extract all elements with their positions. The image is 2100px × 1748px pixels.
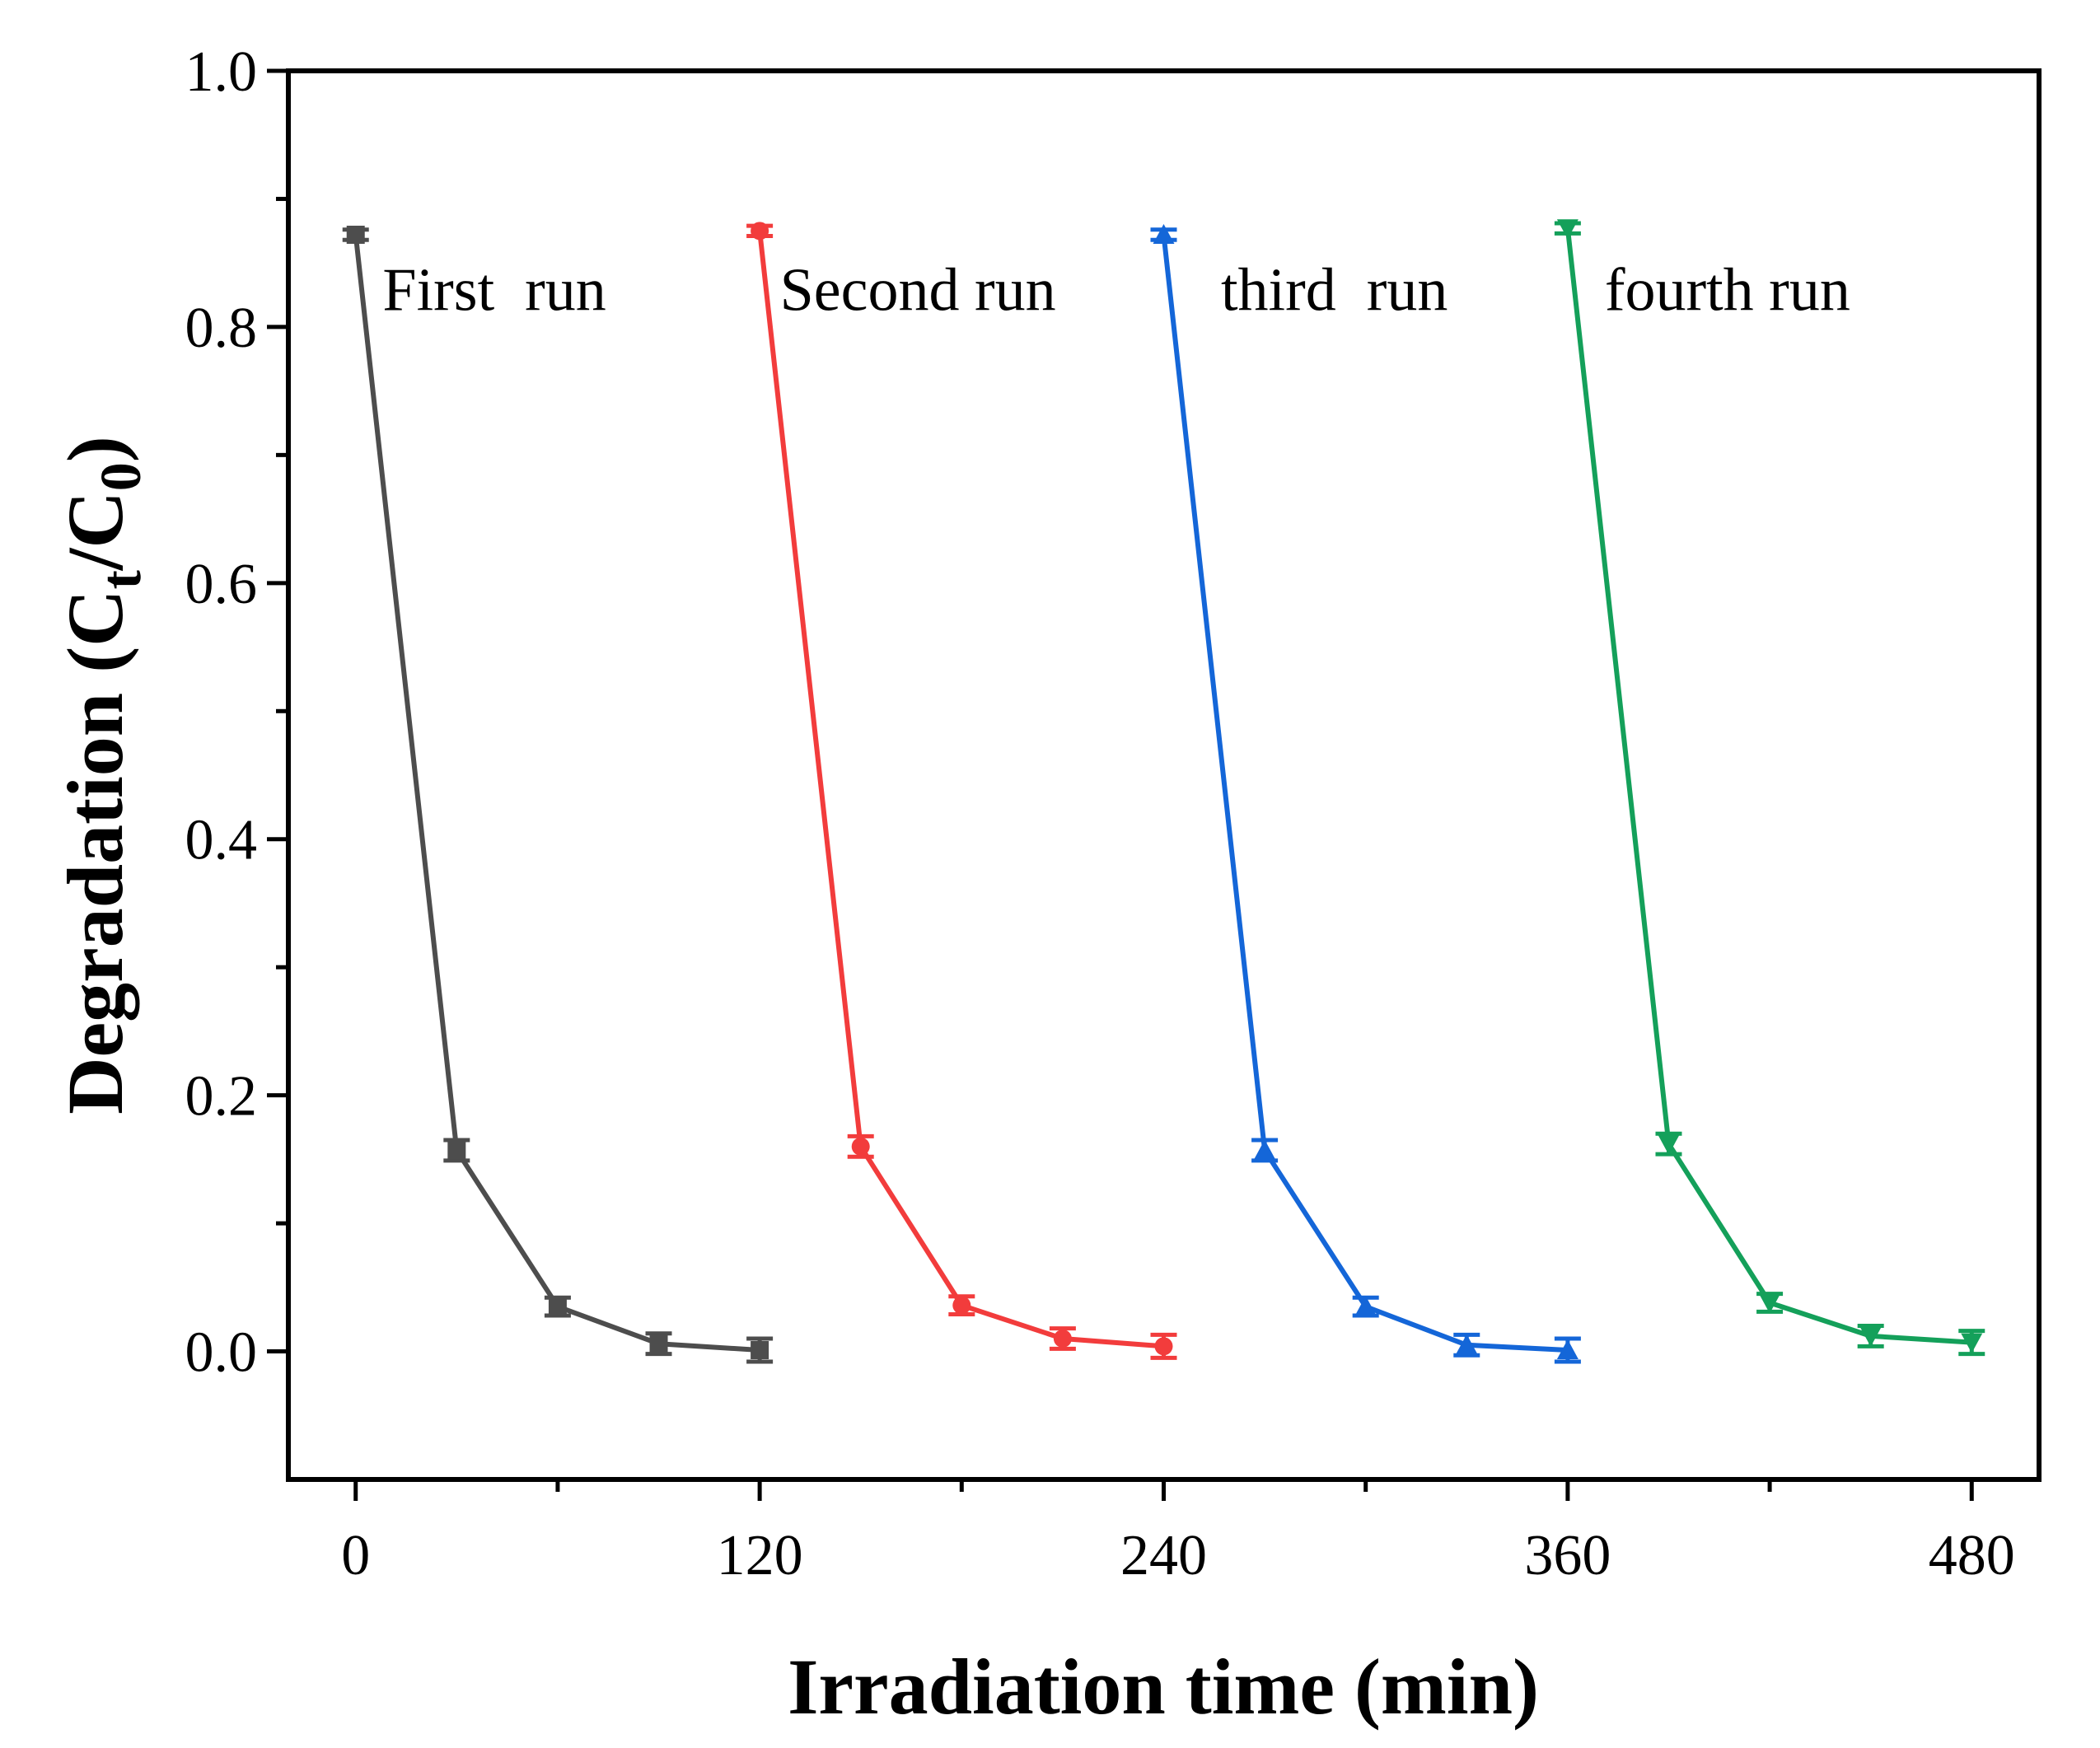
data-point — [751, 1340, 769, 1359]
y-axis-ticks: 0.0 0.2 0.4 0.6 0.8 1.0 — [185, 40, 288, 1385]
y-axis-title: Degradation (Ct/C0) — [51, 436, 153, 1115]
data-point — [1556, 1339, 1579, 1359]
y-tick-label: 0.8 — [185, 297, 258, 360]
data-point — [1759, 1293, 1781, 1314]
y-tick-label: 0.6 — [185, 553, 258, 616]
data-point — [1658, 1134, 1680, 1155]
series-run-2 — [746, 222, 1177, 1360]
data-point — [851, 1137, 870, 1156]
y-tick-label: 0.0 — [185, 1321, 258, 1385]
x-tick-label: 480 — [1929, 1524, 2015, 1587]
x-tick-label: 120 — [717, 1524, 803, 1587]
data-point — [1053, 1330, 1072, 1348]
y-tick-label: 0.2 — [185, 1065, 258, 1129]
data-point — [346, 225, 365, 244]
data-point — [1153, 223, 1175, 244]
data-point — [1354, 1296, 1377, 1316]
run-label-3: third run — [1221, 256, 1448, 324]
run-label-1: First run — [382, 256, 606, 324]
y-tick-label: 1.0 — [185, 40, 258, 104]
run-labels: First run Second run third run fourth run — [382, 256, 1850, 324]
data-point — [1556, 219, 1579, 240]
data-point — [952, 1296, 971, 1315]
y-tick-label: 0.4 — [185, 809, 258, 872]
data-point — [649, 1334, 668, 1353]
run-label-4: fourth run — [1605, 256, 1850, 324]
series-run-4 — [1554, 219, 1985, 1357]
x-tick-label: 360 — [1524, 1524, 1611, 1587]
series-line — [353, 234, 760, 1353]
data-point — [1154, 1337, 1173, 1356]
series-line — [757, 230, 1164, 1349]
series-run-1 — [342, 225, 774, 1364]
data-point — [548, 1297, 567, 1316]
x-axis-ticks: 0 120 240 360 480 — [341, 1479, 2015, 1587]
data-point — [1859, 1326, 1882, 1347]
x-tick-label: 0 — [341, 1524, 370, 1587]
data-point — [1254, 1139, 1276, 1160]
data-point — [1961, 1333, 1983, 1353]
series-layer — [342, 219, 1985, 1364]
series-line — [1564, 227, 1972, 1345]
x-axis-title: Irradiation time (min) — [788, 1643, 1539, 1731]
series-line — [1161, 234, 1569, 1353]
series-run-3 — [1150, 223, 1581, 1364]
run-label-2: Second run — [780, 256, 1056, 324]
data-point — [751, 222, 769, 241]
data-point — [1456, 1334, 1478, 1354]
x-tick-label: 240 — [1120, 1524, 1207, 1587]
data-point — [447, 1141, 466, 1160]
